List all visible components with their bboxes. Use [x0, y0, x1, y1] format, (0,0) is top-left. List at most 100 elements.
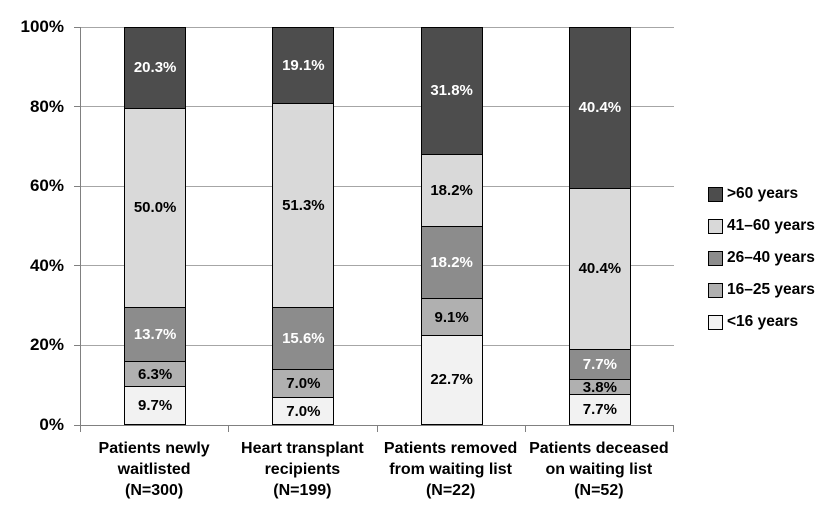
x-category-label-line: (N=22) [425, 482, 476, 499]
bar: 9.7% 6.3% 13.7% 50.0% 20.3% [124, 27, 187, 425]
x-category-label-line: on waiting list [545, 461, 653, 478]
legend-item: 16–25 years [708, 281, 815, 298]
x-category-label-line: (N=300) [125, 482, 184, 499]
segment-label: 9.1% [434, 308, 469, 326]
segment-label: 9.7% [138, 397, 173, 415]
bar: 22.7% 9.1% 18.2% 18.2% 31.8% [420, 27, 483, 425]
legend-swatch [708, 282, 723, 298]
segment-label: 7.7% [582, 355, 617, 373]
gridline [81, 26, 674, 28]
segment-label: 15.6% [282, 330, 325, 348]
x-category-label: Heart transplant recipients (N=199) [222, 438, 382, 501]
legend-label: <16 years [727, 313, 799, 330]
x-category-label-line: recipients [264, 461, 341, 478]
bar-segment: 22.7% [420, 334, 483, 425]
x-category-label-line: from waiting list [389, 461, 512, 478]
legend-swatch [708, 314, 723, 330]
segment-label: 31.8% [430, 82, 473, 100]
bar-segment: 3.8% [568, 378, 631, 396]
y-tick-mark [74, 424, 80, 426]
gridline [81, 344, 674, 346]
x-category-label-line: (N=52) [574, 482, 624, 499]
x-category-label-line: Heart transplant [241, 440, 364, 457]
legend: >60 years 41–60 years 26–40 years 16–25 yea… [708, 185, 815, 330]
x-category-label-line: Patients deceased [529, 440, 669, 457]
legend-label: >60 years [727, 185, 799, 202]
x-category-label-line: (N=199) [273, 482, 332, 499]
x-category-label-line: Patients newly [98, 440, 210, 457]
y-tick-label: 0% [39, 415, 64, 434]
y-tick-mark [74, 106, 80, 108]
legend-item: >60 years [708, 185, 815, 202]
y-tick-mark [74, 185, 80, 187]
bar-segment: 7.0% [272, 397, 335, 425]
bar-segment: 9.7% [124, 386, 187, 425]
segment-label: 40.4% [578, 99, 622, 117]
y-tick-mark [74, 344, 80, 346]
legend-label: 16–25 years [727, 281, 815, 298]
x-tick-mark [673, 426, 674, 432]
segment-label: 18.2% [430, 254, 473, 272]
x-category-label: Patients newly waitlisted (N=300) [74, 438, 234, 501]
y-tick-label: 100% [20, 17, 64, 36]
bar: 7.7% 3.8% 7.7% 40.4% 40.4% [568, 27, 631, 425]
bar-segment: 18.2% [420, 153, 483, 226]
legend-label: 41–60 years [727, 217, 815, 234]
segment-label: 6.3% [138, 365, 173, 383]
x-tick-mark [80, 426, 81, 432]
gridline [81, 185, 674, 187]
legend-swatch [708, 186, 723, 202]
bar-segment: 13.7% [124, 306, 187, 362]
legend-item: 41–60 years [708, 217, 815, 234]
x-category-label: Patients removed from waiting list (N=22) [371, 438, 531, 501]
x-category-label-line: Patients removed [383, 440, 518, 457]
gridline [81, 106, 674, 108]
bar-segment: 18.2% [420, 226, 483, 299]
legend-swatch [708, 218, 723, 234]
y-tick-label: 20% [29, 335, 64, 355]
legend-item: <16 years [708, 313, 815, 330]
segment-label: 19.1% [282, 57, 325, 75]
y-tick-label: 40% [29, 255, 64, 275]
y-tick-label: 80% [29, 96, 64, 116]
segment-label: 3.8% [582, 378, 617, 396]
bar-segment: 19.1% [272, 27, 335, 104]
bar-segment: 9.1% [420, 298, 483, 335]
segment-label: 40.4% [578, 260, 622, 278]
bar-segment: 40.4% [568, 187, 631, 349]
bar-segment: 7.7% [568, 348, 631, 380]
legend-label: 26–40 years [727, 249, 815, 266]
y-tick-label: 60% [29, 176, 64, 196]
bar-segment: 6.3% [124, 361, 187, 387]
plot-area: 9.7% 6.3% 13.7% 50.0% 20.3% 7.0% 7.0% 15.6% 51.3… [80, 26, 674, 426]
x-tick-mark [228, 426, 230, 432]
bar-segment: 15.6% [272, 307, 335, 370]
x-category-label-line: waitlisted [117, 461, 191, 478]
legend-swatch [708, 250, 723, 266]
bar-segment: 40.4% [568, 27, 631, 188]
bar-segment: 51.3% [272, 103, 335, 308]
legend-item: 26–40 years [708, 249, 815, 266]
x-category-label: Patients deceased on waiting list (N=52) [519, 438, 679, 501]
segment-label: 20.3% [133, 59, 177, 77]
segment-label: 51.3% [282, 197, 325, 215]
gridline [81, 265, 674, 267]
bar-segment: 20.3% [124, 27, 187, 108]
bar-segment: 7.0% [272, 369, 335, 398]
bar-segment: 31.8% [420, 27, 483, 154]
segment-label: 18.2% [430, 181, 473, 199]
segment-label: 7.7% [582, 401, 617, 419]
segment-label: 50.0% [133, 199, 177, 217]
segment-label: 7.0% [286, 402, 321, 420]
y-tick-mark [74, 26, 80, 28]
y-tick-mark [74, 265, 80, 267]
x-tick-mark [376, 426, 378, 432]
segment-label: 13.7% [133, 326, 177, 344]
bar-segment: 7.7% [568, 394, 631, 425]
bar-segment: 50.0% [124, 107, 187, 307]
x-tick-mark [524, 426, 526, 432]
segment-label: 22.7% [430, 371, 473, 389]
segment-label: 7.0% [286, 375, 321, 393]
bar: 7.0% 7.0% 15.6% 51.3% 19.1% [272, 27, 335, 425]
